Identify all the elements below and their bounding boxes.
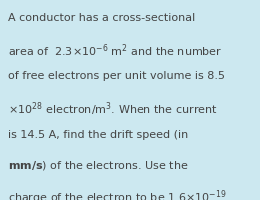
Text: of free electrons per unit volume is 8.5: of free electrons per unit volume is 8.5 [8, 71, 225, 81]
Text: $\mathbf{mm/s}$) of the electrons. Use the: $\mathbf{mm/s}$) of the electrons. Use t… [8, 158, 188, 171]
Text: charge of the electron to be 1.6$\times$10$^{-19}$: charge of the electron to be 1.6$\times$… [8, 187, 226, 200]
Text: $\times$10$^{28}$ electron/m$^{3}$. When the current: $\times$10$^{28}$ electron/m$^{3}$. When… [8, 100, 217, 118]
Text: area of  2.3$\times$10$^{-6}$ m$^{2}$ and the number: area of 2.3$\times$10$^{-6}$ m$^{2}$ and… [8, 42, 222, 59]
Text: is 14.5 A, find the drift speed (in: is 14.5 A, find the drift speed (in [8, 129, 188, 139]
Text: A conductor has a cross-sectional: A conductor has a cross-sectional [8, 13, 195, 23]
